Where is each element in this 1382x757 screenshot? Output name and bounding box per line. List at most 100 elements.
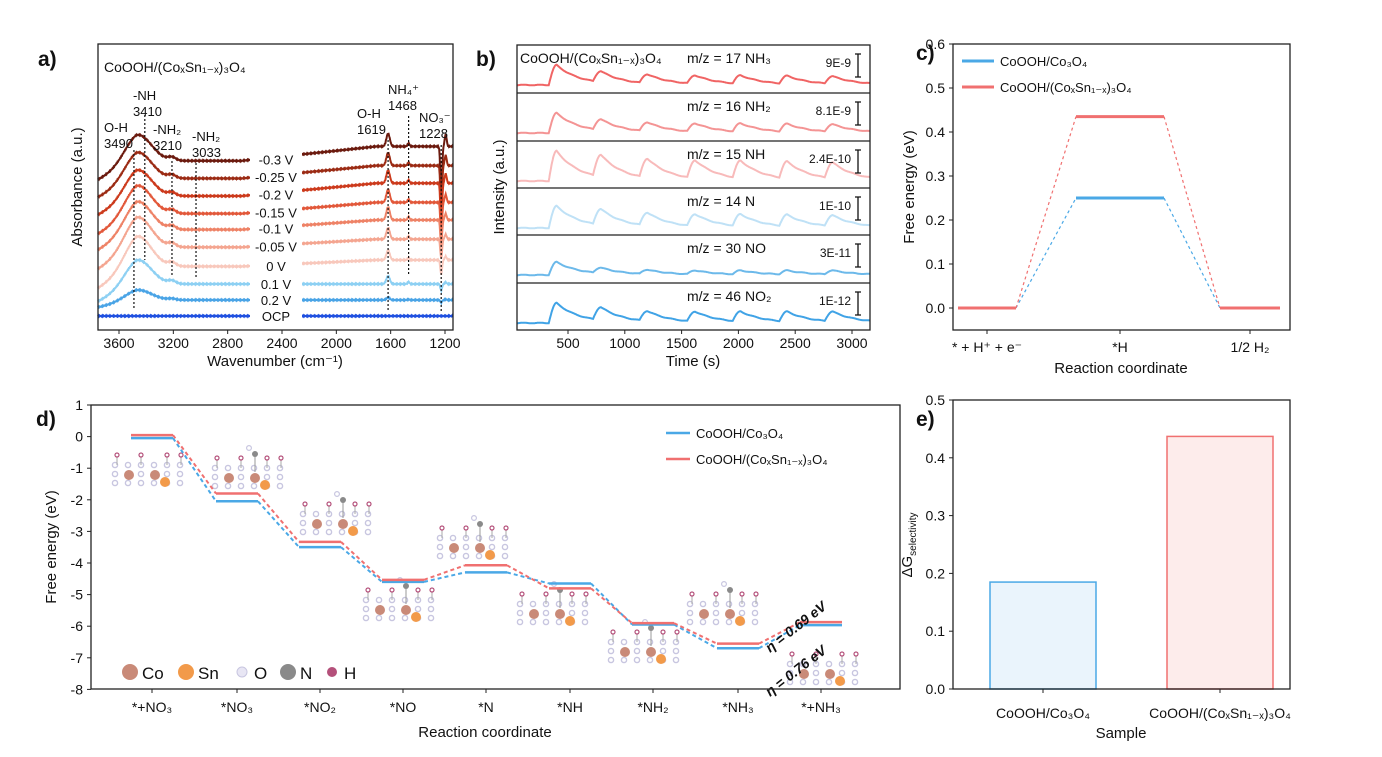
oxygen-atom [812,678,820,686]
oxygen-atom [751,600,759,608]
bar [989,581,1097,690]
hydrogen-atom [278,455,284,461]
oxygen-atom [851,669,859,677]
y-tick-label: 0.3 [926,168,946,184]
hydrogen-atom [583,591,589,597]
peak-label: -NH [133,88,156,103]
surface-structure-icon [516,580,589,626]
cobalt-atom [338,519,348,529]
nitrogen-atom [340,497,346,503]
panel-b-frame [516,44,871,331]
energy-connector [1163,197,1221,309]
x-tick-label: *NO₃ [221,699,253,715]
energy-connector [423,571,466,583]
oxygen-atom [364,510,372,518]
label-background [250,204,302,221]
atom-legend-marker [327,667,337,677]
y-tick-label: 0.1 [926,623,946,639]
energy-connector [1015,116,1077,309]
panel-b-xlabel: Time (s) [666,353,720,370]
hydrogen-atom [164,452,170,458]
label-background [250,276,302,292]
peak-label: NH₄⁺ [388,82,419,97]
cobalt-atom [150,470,160,480]
peak-wavenumber: 1619 [357,122,386,137]
bar [1166,435,1274,690]
oxygen-atom [786,660,794,668]
hydrogen-atom [739,591,745,597]
y-tick-label: 0.4 [926,124,946,140]
potential-label: 0.1 V [261,277,292,292]
y-tick-label: -4 [71,555,84,571]
oxygen-atom [542,618,550,626]
y-tick-label: -2 [71,492,84,508]
x-tick-label: 2400 [266,335,297,351]
ms-signal-line [516,301,871,325]
x-tick-label: CoOOH/Co₃O₄ [996,705,1090,721]
tin-atom [485,550,495,560]
hydrogen-atom [713,591,719,597]
scale-bar-label: 2.4E-10 [809,152,851,166]
oxygen-atom [176,461,184,469]
oxygen-atom [312,528,320,536]
surface-structure-icon [362,576,435,622]
oxygen-atom [436,543,444,551]
oxygen-atom [276,464,284,472]
oxygen-atom [334,491,341,498]
surface-structure-icon [686,580,759,626]
panel-c-frame [952,43,1291,331]
hydrogen-atom [214,455,220,461]
surface-structure-icon [211,445,284,490]
cobalt-atom [725,609,735,619]
panel-a-frame [97,43,454,331]
energy-connector [506,564,550,590]
y-tick-label: 0.4 [926,450,946,466]
nitrogen-atom [403,583,409,589]
oxygen-atom [712,609,720,617]
x-tick-label: 3200 [158,335,189,351]
oxygen-atom [488,543,496,551]
oxygen-atom [449,552,457,560]
peak-wavenumber: 3490 [104,136,133,151]
atom-legend-marker [178,664,194,680]
peak-label: -NH₂ [153,122,181,137]
energy-connector [257,492,300,543]
oxygen-atom [401,596,409,604]
oxygen-atom [581,600,589,608]
x-tick-label: *NO [390,699,417,715]
x-tick-label: *+NH₃ [801,699,841,715]
y-tick-label: 0.2 [926,212,946,228]
x-tick-label: 2000 [723,335,754,351]
energy-connector [340,541,383,581]
x-tick-label: CoOOH/(CoₓSn₁₋ₓ)₃O₄ [1149,705,1291,721]
label-background [250,169,302,186]
scale-bar-label: 8.1E-9 [816,104,852,118]
hydrogen-atom [352,501,358,507]
oxygen-atom [111,461,119,469]
oxygen-atom [471,514,478,521]
oxygen-atom [246,445,253,452]
oxygen-atom [124,461,132,469]
y-tick-label: 0 [75,429,83,445]
energy-connector [172,434,217,495]
y-tick-label: -3 [71,523,84,539]
label-background [250,292,302,308]
oxygen-atom [475,534,483,542]
panel-a-ylabel: Absorbance (a.u.) [69,127,86,246]
y-tick-label: -8 [71,681,84,697]
ms-signal-line [516,149,871,183]
oxygen-atom [250,482,258,490]
label-background [250,257,302,274]
energy-connector [758,624,801,650]
ms-signal-line [516,63,871,87]
oxygen-atom [607,638,615,646]
potential-label: 0 V [266,259,286,274]
y-tick-label: -5 [71,587,84,603]
oxygen-atom [516,600,524,608]
hydrogen-atom [489,525,495,531]
ms-signal-line [516,204,871,230]
oxygen-atom [686,618,694,626]
oxygen-atom [312,510,320,518]
panel-label-d: d) [36,408,56,431]
